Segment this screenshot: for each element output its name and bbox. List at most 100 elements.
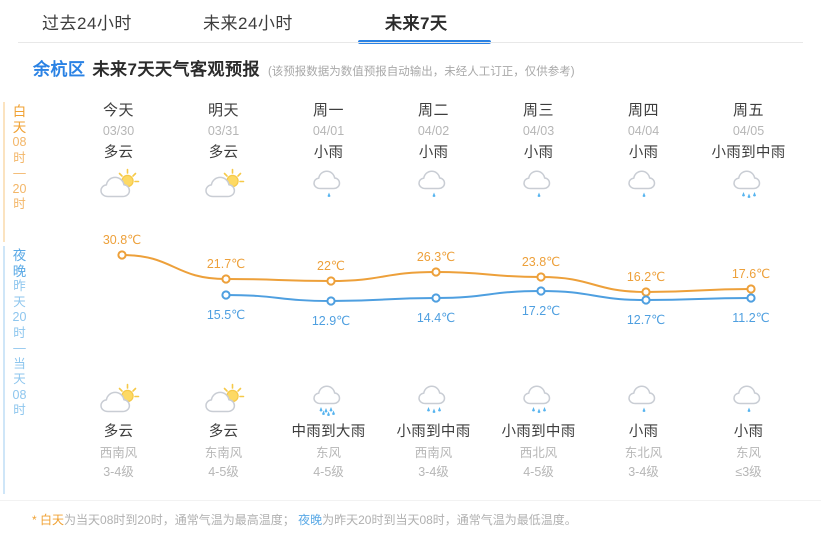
- moderate-rain-icon: [696, 164, 801, 204]
- sidebar-day-label: 白天 08时—20时: [10, 104, 29, 213]
- forecast-night-block[interactable]: 小雨 东风 ≤3级: [696, 378, 801, 482]
- sidebar-day-range: 08时—20时: [12, 135, 27, 211]
- low-temperature-label: 12.9℃: [311, 314, 351, 328]
- day-band-divider: [3, 102, 5, 242]
- light-rain-icon: [591, 164, 696, 204]
- forecast-column[interactable]: 明天 03/31 多云: [171, 100, 276, 204]
- wind-direction: 西北风: [519, 446, 558, 460]
- tab-bar-divider: [18, 42, 803, 43]
- tab-past-24h[interactable]: 过去24小时: [42, 14, 132, 33]
- wind-direction: 东南风: [204, 446, 243, 460]
- day-condition: 小雨: [418, 145, 449, 161]
- day-date: 04/01: [312, 124, 345, 138]
- forecast-column[interactable]: 周四 04/04 小雨: [591, 100, 696, 204]
- wind-level: 4-5级: [313, 465, 344, 479]
- high-temperature-label: 30.8℃: [102, 233, 142, 247]
- wind-direction: 西南风: [414, 446, 453, 460]
- low-temperature-label: 17.2℃: [521, 304, 561, 318]
- partly-cloudy-icon: [66, 378, 171, 420]
- sidebar-day-title: 白天: [12, 104, 27, 135]
- wind-level: ≤3级: [735, 465, 762, 479]
- wind-direction: 西南风: [99, 446, 138, 460]
- wind-direction: 东北风: [624, 446, 663, 460]
- day-name: 周二: [417, 102, 449, 119]
- forecast-night-block[interactable]: 小雨到中雨 西南风 3-4级: [381, 378, 486, 482]
- low-temperature-label: 15.5℃: [206, 308, 246, 322]
- day-condition: 小雨: [628, 145, 659, 161]
- footer-night-word: 夜晚: [298, 513, 323, 527]
- forecast-disclaimer: (该预报数据为数值预报自动输出，未经人工订正，仅供参考): [267, 66, 575, 78]
- heavy-rain-icon: [276, 378, 381, 420]
- forecast-column[interactable]: 周一 04/01 小雨: [276, 100, 381, 204]
- wind-level: 3-4级: [418, 465, 449, 479]
- night-condition: 小雨: [628, 424, 659, 440]
- wind-level: 3-4级: [628, 465, 659, 479]
- day-condition: 小雨: [523, 145, 554, 161]
- day-date: 04/03: [522, 124, 555, 138]
- night-condition: 多云: [208, 424, 239, 440]
- day-name: 周五: [732, 102, 764, 119]
- light-rain-icon: [696, 378, 801, 420]
- tab-next-7d[interactable]: 未来7天: [385, 14, 448, 33]
- forecast-column[interactable]: 周三 04/03 小雨: [486, 100, 591, 204]
- low-temperature-label: 12.7℃: [626, 313, 666, 327]
- forecast-night-block[interactable]: 小雨到中雨 西北风 4-5级: [486, 378, 591, 482]
- low-temperature-label: 14.4℃: [416, 311, 456, 325]
- forecast-columns: 今天 03/30 多云 多云 西南: [38, 100, 803, 500]
- day-date: 04/05: [732, 124, 765, 138]
- moderate-rain-icon: [381, 378, 486, 420]
- day-condition: 多云: [208, 145, 239, 161]
- high-temperature-label: 21.7℃: [206, 257, 246, 271]
- high-temperature-label: 23.8℃: [521, 255, 561, 269]
- partly-cloudy-icon: [171, 164, 276, 204]
- region-name: 余杭区: [33, 60, 86, 79]
- forecast-column[interactable]: 周二 04/02 小雨: [381, 100, 486, 204]
- forecast-night-block[interactable]: 多云 东南风 4-5级: [171, 378, 276, 482]
- day-date: 03/30: [102, 124, 135, 138]
- light-rain-icon: [486, 164, 591, 204]
- day-date: 03/31: [207, 124, 240, 138]
- wind-direction: 东风: [315, 446, 341, 460]
- page-title: 未来7天天气客观预报: [92, 60, 260, 79]
- forecast-column[interactable]: 周五 04/05 小雨到中雨: [696, 100, 801, 204]
- night-condition: 小雨到中雨: [501, 424, 576, 440]
- day-condition: 小雨: [313, 145, 344, 161]
- wind-level: 3-4级: [103, 465, 134, 479]
- footer-text-2: 为昨天20时到当天08时，通常气温为最低温度。: [322, 513, 577, 527]
- light-rain-icon: [381, 164, 486, 204]
- sidebar-night-title: 夜晚: [12, 248, 27, 279]
- high-temperature-label: 17.6℃: [731, 267, 771, 281]
- day-name: 今天: [102, 102, 134, 119]
- day-condition: 多云: [103, 145, 134, 161]
- day-name: 明天: [207, 102, 239, 119]
- tab-next-24h[interactable]: 未来24小时: [203, 14, 293, 33]
- forecast-column[interactable]: 今天 03/30 多云: [66, 100, 171, 204]
- footer-text-1: 为当天08时到20时，通常气温为最高温度；: [64, 513, 295, 527]
- sidebar-night-range: 昨天20时—当天08时: [12, 279, 27, 417]
- light-rain-icon: [276, 164, 381, 204]
- day-date: 04/02: [417, 124, 450, 138]
- wind-level: 4-5级: [208, 465, 239, 479]
- high-temperature-label: 26.3℃: [416, 250, 456, 264]
- panel-title-row: 余杭区 未来7天天气客观预报 (该预报数据为数值预报自动输出，未经人工订正，仅供…: [33, 55, 793, 83]
- partly-cloudy-icon: [171, 378, 276, 420]
- forecast-night-block[interactable]: 小雨 东北风 3-4级: [591, 378, 696, 482]
- day-name: 周四: [627, 102, 659, 119]
- sidebar-night-label: 夜晚 昨天20时—当天08时: [10, 248, 29, 419]
- day-name: 周一: [312, 102, 344, 119]
- footer-asterisk: *: [32, 513, 37, 527]
- high-temperature-label: 22℃: [317, 259, 345, 273]
- footer-day-word: 白天: [40, 513, 65, 527]
- night-band-divider: [3, 246, 5, 494]
- forecast-night-block[interactable]: 多云 西南风 3-4级: [66, 378, 171, 482]
- light-rain-icon: [591, 378, 696, 420]
- low-temperature-label: 11.2℃: [732, 311, 770, 325]
- footer-divider: [0, 500, 821, 501]
- forecast-night-block[interactable]: 中雨到大雨 东风 4-5级: [276, 378, 381, 482]
- wind-level: 4-5级: [523, 465, 554, 479]
- night-condition: 小雨到中雨: [396, 424, 471, 440]
- high-temperature-label: 16.2℃: [626, 270, 666, 284]
- night-condition: 多云: [103, 424, 134, 440]
- moderate-rain-icon: [486, 378, 591, 420]
